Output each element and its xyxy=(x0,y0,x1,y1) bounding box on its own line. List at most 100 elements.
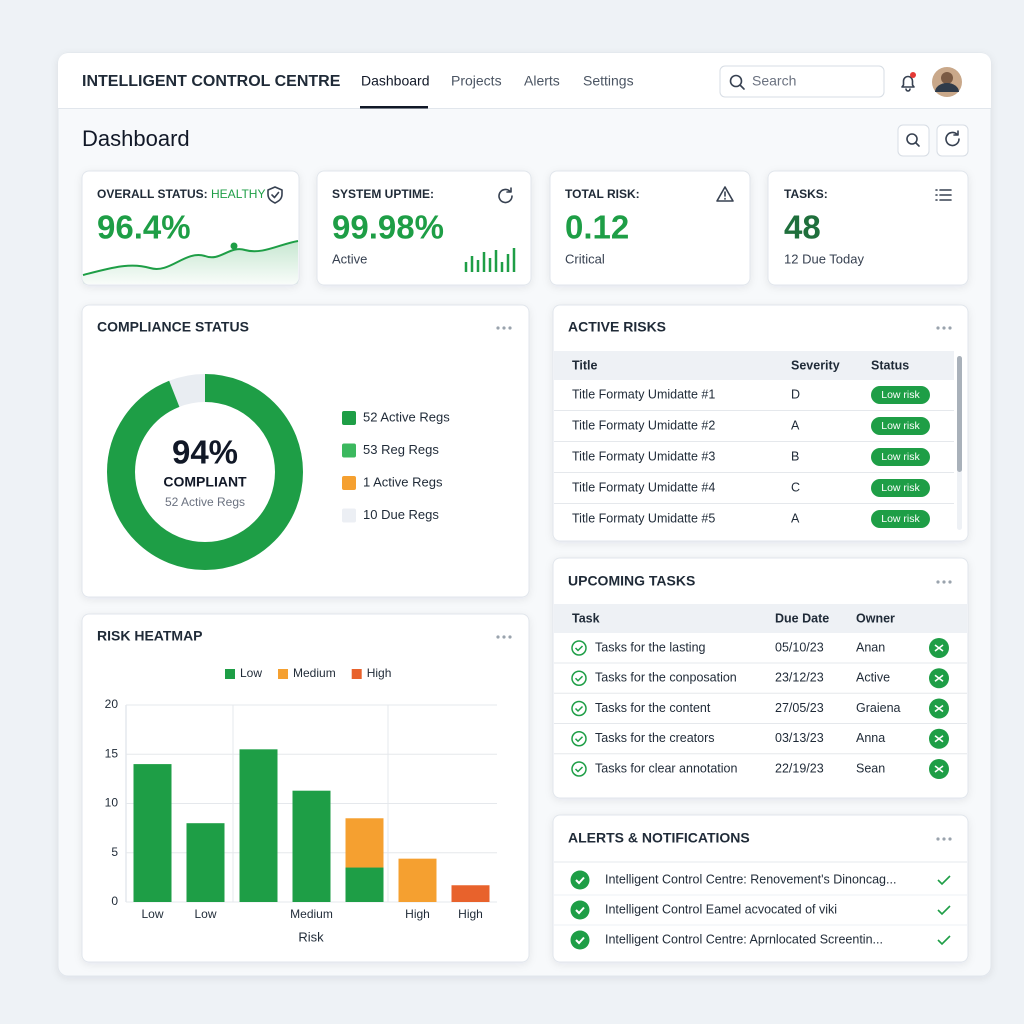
y-tick-label: 20 xyxy=(105,697,119,711)
kpi-label-text: OVERALL STATUS: xyxy=(97,187,208,201)
legend-label: 1 Active Regs xyxy=(363,474,443,489)
more-menu[interactable] xyxy=(936,580,952,584)
bar xyxy=(239,749,278,902)
x-axis-label: Risk xyxy=(298,929,324,944)
more-menu[interactable] xyxy=(496,326,512,330)
legend-swatch xyxy=(225,669,235,679)
alert-text: Intelligent Control Eamel acvocated of v… xyxy=(605,902,837,916)
card-title: ALERTS & NOTIFICATIONS xyxy=(568,830,750,846)
nav-item[interactable]: Settings xyxy=(583,73,634,89)
bell-icon[interactable] xyxy=(901,75,915,92)
legend-label: Low xyxy=(240,666,262,680)
avatar-head xyxy=(941,72,953,84)
legend-swatch xyxy=(342,508,356,523)
alert-ack[interactable] xyxy=(937,905,951,916)
bar-chart: 0 5 10 15 20 Low Low Medium High High Low Medium Hig… xyxy=(105,666,497,921)
alert-icon-check xyxy=(575,906,585,915)
bar xyxy=(186,823,225,902)
y-tick-label: 10 xyxy=(105,796,119,810)
donut-center-value: 94% xyxy=(172,434,238,471)
kpi-sub: Critical xyxy=(565,251,605,266)
status-badge-label: Low risk xyxy=(881,451,920,463)
alert-ack[interactable] xyxy=(937,875,951,886)
status-badge-label: Low risk xyxy=(881,420,920,432)
donut-legend: 52 Active Regs 53 Reg Regs 1 Active Regs 10… xyxy=(342,409,450,523)
task-owner: Anan xyxy=(856,640,885,654)
task-due: 03/13/23 xyxy=(775,731,824,745)
kpi-sub: 12 Due Today xyxy=(784,251,864,266)
kpi-card xyxy=(549,170,751,286)
column-header: Status xyxy=(871,358,909,372)
column-header: Title xyxy=(572,358,598,372)
risk-severity: B xyxy=(791,449,799,463)
kpi-label: OVERALL STATUS: HEALTHY xyxy=(97,187,265,201)
nav-item[interactable]: Alerts xyxy=(524,73,560,89)
search-button-icon-handle xyxy=(915,142,920,147)
search-icon xyxy=(729,74,743,88)
risk-severity: A xyxy=(791,418,800,432)
task-check-mark xyxy=(574,705,584,713)
more-menu[interactable] xyxy=(496,635,512,639)
nav-item[interactable]: Dashboard xyxy=(361,73,430,89)
donut-center-label: COMPLIANT xyxy=(163,474,247,490)
y-tick-label: 5 xyxy=(111,845,118,859)
task-check xyxy=(571,700,587,717)
risks-table: Title Severity Status Title Formaty Umidatt… xyxy=(554,358,954,528)
card-title: UPCOMING TASKS xyxy=(568,573,695,589)
x-tick-label: High xyxy=(405,907,430,921)
bar xyxy=(345,818,384,868)
more-menu[interactable] xyxy=(936,326,952,330)
column-header: Severity xyxy=(791,358,840,372)
refresh-icon xyxy=(498,187,513,204)
search-box[interactable] xyxy=(719,65,885,98)
legend-label: 52 Active Regs xyxy=(363,409,450,424)
bar xyxy=(133,764,172,902)
task-check-mark xyxy=(574,675,584,682)
kpi-value: 99.98% xyxy=(332,209,444,246)
table-header xyxy=(554,604,967,633)
legend-label: High xyxy=(367,666,392,680)
risk-title: Title Formaty Umidatte #3 xyxy=(572,449,715,463)
app-title: INTELLIGENT CONTROL CENTRE xyxy=(82,73,341,90)
search-icon-handle xyxy=(739,84,745,90)
alert-ack[interactable] xyxy=(937,935,951,946)
more-menu[interactable] xyxy=(936,837,952,841)
nav-item[interactable]: Projects xyxy=(451,73,502,89)
owner-icon-glyph xyxy=(934,674,944,682)
status-badge xyxy=(871,417,930,435)
risk-title: Title Formaty Umidatte #4 xyxy=(572,480,715,494)
column-header: Owner xyxy=(856,611,895,625)
owner-icon-glyph xyxy=(934,644,944,652)
risk-title: Title Formaty Umidatte #1 xyxy=(572,387,715,401)
donut-arc xyxy=(107,374,303,570)
refresh-button[interactable] xyxy=(936,124,969,157)
search-placeholder[interactable]: Search xyxy=(752,73,796,89)
kpi-status: HEALTHY xyxy=(211,187,265,201)
column-header: Due Date xyxy=(775,611,829,625)
status-badge xyxy=(871,448,930,466)
kpi-card xyxy=(316,170,532,286)
scrollbar-thumb[interactable] xyxy=(957,356,962,472)
card-title: RISK HEATMAP xyxy=(97,628,203,644)
task-check-mark xyxy=(574,645,584,652)
x-tick-label: High xyxy=(458,907,483,921)
x-tick-label: Medium xyxy=(290,907,333,921)
sparkline-area xyxy=(83,241,298,284)
table-header xyxy=(554,351,954,380)
x-tick-label: Low xyxy=(194,907,216,921)
status-badge xyxy=(871,479,930,497)
task-owner: Anna xyxy=(856,731,885,745)
card-title: ACTIVE RISKS xyxy=(568,319,666,335)
bar xyxy=(451,885,490,902)
risk-severity: D xyxy=(791,387,800,401)
bar xyxy=(292,790,331,902)
task-check xyxy=(571,761,587,777)
card-title: COMPLIANCE STATUS xyxy=(97,319,249,335)
kpi-card xyxy=(767,170,969,286)
alerts-list: Intelligent Control Centre: Renovement's… xyxy=(554,870,967,950)
legend-swatch xyxy=(342,476,356,490)
donut-center-sub: 52 Active Regs xyxy=(165,495,245,509)
search-button[interactable] xyxy=(897,124,930,157)
risk-title: Title Formaty Umidatte #5 xyxy=(572,511,715,525)
